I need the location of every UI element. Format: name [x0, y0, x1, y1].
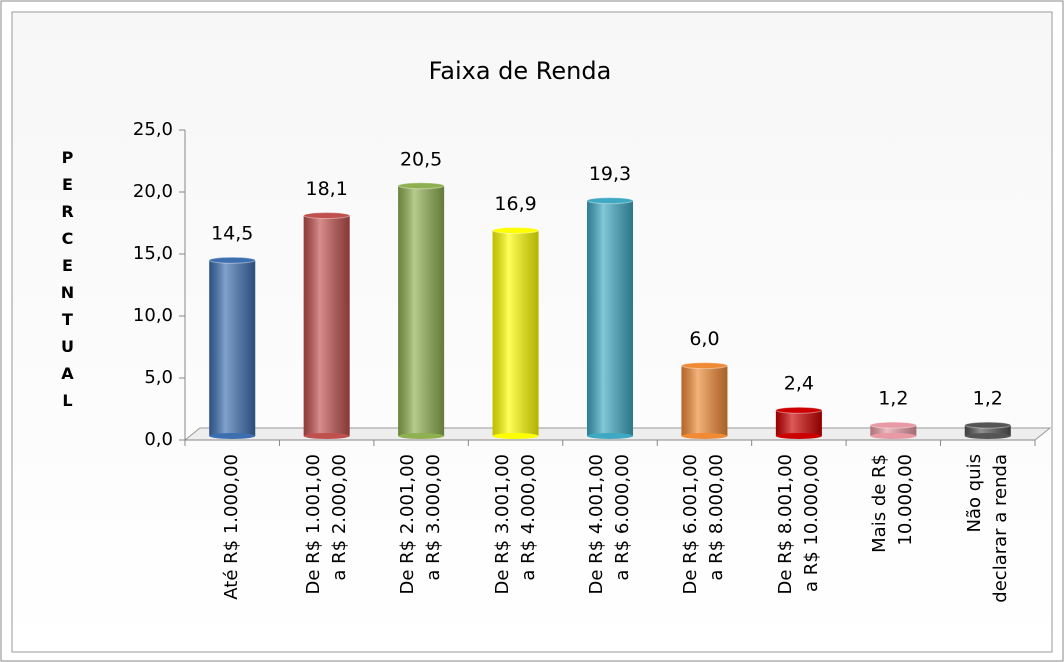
bar-top	[869, 421, 917, 429]
value-label: 2,4	[784, 373, 814, 395]
bar-top	[208, 256, 256, 264]
value-label: 19,3	[589, 163, 631, 185]
y-tick-label: 25,0	[133, 119, 173, 140]
chart-title: Faixa de Renda	[429, 57, 612, 85]
value-label: 16,9	[494, 193, 536, 215]
bar-shade	[398, 185, 445, 436]
bar-base	[964, 433, 1011, 439]
x-tick-label: De R$ 3.001,00 a R$ 4.000,00	[491, 454, 539, 595]
bar-top	[492, 226, 540, 234]
bar-shade	[587, 200, 633, 436]
value-label: 18,1	[306, 178, 348, 200]
y-tick-label: 20,0	[133, 181, 173, 202]
bar-top	[303, 212, 351, 220]
x-tick-label: Até R$ 1.000,00	[221, 454, 243, 600]
bar-base	[303, 433, 350, 439]
y-axis-label: PERCENTUAL	[58, 148, 77, 418]
y-tick-label: 15,0	[133, 243, 173, 264]
bar-base	[398, 433, 445, 439]
value-label: 1,2	[973, 388, 1003, 410]
x-tick-label: Não quis declarar a renda	[963, 454, 1011, 603]
bar-base	[681, 433, 728, 439]
x-tick-label: Mais de R$ 10.000,00	[869, 454, 917, 553]
bar-base	[209, 433, 256, 439]
bar-top	[775, 406, 823, 414]
bar-shade	[870, 425, 917, 436]
bar-base	[870, 433, 917, 439]
x-tick-label: De R$ 8.001,00 a R$ 10.000,00	[774, 454, 822, 595]
x-tick-label: De R$ 4.001,00 a R$ 6.000,00	[586, 454, 633, 595]
bar-shade	[964, 425, 1011, 436]
bar-shade	[209, 260, 256, 436]
bar-top	[680, 362, 728, 370]
bar-shade	[492, 230, 539, 436]
bar-top	[397, 182, 445, 190]
bar-shade	[775, 410, 822, 436]
bar-shade	[681, 365, 728, 436]
x-tick-label: De R$ 6.001,00 a R$ 8.000,00	[680, 454, 728, 595]
y-tick-label: 10,0	[133, 305, 173, 326]
x-tick-label: De R$ 2.001,00 a R$ 3.000,00	[397, 454, 445, 595]
value-label: 20,5	[400, 148, 442, 170]
bar-base	[775, 433, 822, 439]
value-label: 1,2	[878, 388, 908, 410]
bar-top	[586, 197, 634, 205]
value-label: 6,0	[689, 328, 719, 350]
bar-shade	[303, 215, 350, 436]
bar-base	[587, 433, 633, 439]
x-tick-label: De R$ 1.001,00 a R$ 2.000,00	[302, 454, 350, 595]
value-label: 14,5	[211, 223, 253, 245]
y-tick-label: 5,0	[144, 367, 173, 388]
y-tick-label: 0,0	[144, 429, 173, 450]
bar-base	[492, 433, 539, 439]
bar-top	[964, 421, 1012, 429]
